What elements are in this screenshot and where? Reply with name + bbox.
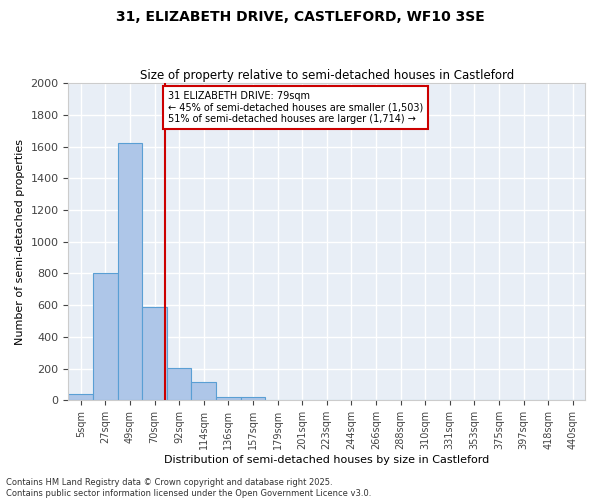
Bar bbox=[93, 274, 118, 400]
X-axis label: Distribution of semi-detached houses by size in Castleford: Distribution of semi-detached houses by … bbox=[164, 455, 490, 465]
Title: Size of property relative to semi-detached houses in Castleford: Size of property relative to semi-detach… bbox=[140, 69, 514, 82]
Text: 31, ELIZABETH DRIVE, CASTLEFORD, WF10 3SE: 31, ELIZABETH DRIVE, CASTLEFORD, WF10 3S… bbox=[116, 10, 484, 24]
Bar bbox=[216, 397, 241, 400]
Bar bbox=[191, 382, 216, 400]
Bar bbox=[118, 144, 142, 400]
Y-axis label: Number of semi-detached properties: Number of semi-detached properties bbox=[15, 139, 25, 345]
Bar bbox=[167, 368, 191, 400]
Bar bbox=[142, 307, 167, 400]
Bar bbox=[241, 397, 265, 400]
Bar bbox=[68, 394, 93, 400]
Text: Contains HM Land Registry data © Crown copyright and database right 2025.
Contai: Contains HM Land Registry data © Crown c… bbox=[6, 478, 371, 498]
Text: 31 ELIZABETH DRIVE: 79sqm
← 45% of semi-detached houses are smaller (1,503)
51% : 31 ELIZABETH DRIVE: 79sqm ← 45% of semi-… bbox=[168, 91, 424, 124]
